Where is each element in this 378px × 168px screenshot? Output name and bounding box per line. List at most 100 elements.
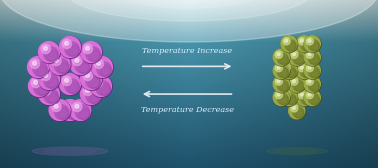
Ellipse shape (81, 69, 101, 89)
Ellipse shape (39, 84, 59, 104)
Ellipse shape (308, 40, 319, 51)
Ellipse shape (43, 46, 48, 50)
Ellipse shape (308, 67, 319, 78)
Ellipse shape (28, 76, 50, 96)
Ellipse shape (48, 51, 58, 61)
Ellipse shape (81, 42, 101, 62)
Ellipse shape (301, 93, 304, 96)
Ellipse shape (285, 39, 288, 43)
Ellipse shape (310, 95, 319, 105)
Ellipse shape (73, 102, 82, 112)
Ellipse shape (59, 37, 81, 57)
Ellipse shape (56, 107, 69, 119)
Ellipse shape (56, 61, 69, 73)
Ellipse shape (296, 36, 313, 52)
Ellipse shape (273, 76, 289, 92)
Ellipse shape (39, 42, 60, 64)
Ellipse shape (43, 88, 48, 92)
Ellipse shape (97, 62, 111, 76)
Ellipse shape (304, 43, 312, 51)
Ellipse shape (280, 56, 288, 65)
Ellipse shape (277, 53, 280, 56)
Ellipse shape (49, 54, 70, 74)
Ellipse shape (306, 51, 313, 58)
Ellipse shape (298, 65, 306, 72)
Ellipse shape (281, 89, 297, 106)
Ellipse shape (86, 47, 100, 61)
Ellipse shape (279, 68, 288, 78)
Ellipse shape (94, 59, 104, 69)
Ellipse shape (311, 43, 319, 51)
Ellipse shape (77, 61, 90, 73)
Ellipse shape (293, 80, 304, 91)
Ellipse shape (296, 56, 304, 65)
Ellipse shape (0, 0, 378, 42)
Ellipse shape (83, 71, 93, 81)
Ellipse shape (54, 105, 69, 119)
Ellipse shape (59, 100, 81, 120)
Ellipse shape (33, 62, 47, 76)
Ellipse shape (308, 80, 311, 83)
Ellipse shape (281, 62, 298, 79)
Ellipse shape (33, 61, 37, 65)
Ellipse shape (38, 85, 48, 95)
Ellipse shape (62, 102, 71, 112)
Ellipse shape (304, 49, 320, 65)
Ellipse shape (69, 83, 79, 93)
Ellipse shape (91, 57, 113, 78)
Ellipse shape (289, 76, 305, 92)
Ellipse shape (43, 73, 48, 77)
Ellipse shape (294, 108, 304, 118)
Ellipse shape (39, 69, 59, 89)
Ellipse shape (99, 64, 111, 76)
Ellipse shape (302, 95, 312, 105)
Ellipse shape (88, 91, 100, 103)
Ellipse shape (296, 83, 304, 91)
Ellipse shape (306, 65, 313, 72)
Ellipse shape (285, 67, 296, 78)
Ellipse shape (289, 103, 305, 120)
Ellipse shape (96, 80, 99, 84)
Ellipse shape (279, 82, 288, 91)
Ellipse shape (293, 53, 304, 65)
Ellipse shape (287, 68, 296, 78)
Ellipse shape (281, 62, 297, 79)
Ellipse shape (277, 53, 288, 65)
Ellipse shape (67, 81, 79, 93)
Ellipse shape (301, 39, 304, 43)
Ellipse shape (285, 93, 296, 105)
Ellipse shape (37, 66, 47, 76)
Ellipse shape (304, 49, 321, 66)
Ellipse shape (287, 41, 296, 51)
Ellipse shape (302, 68, 312, 78)
Ellipse shape (288, 43, 296, 51)
Ellipse shape (65, 79, 79, 93)
Ellipse shape (41, 44, 51, 54)
Ellipse shape (304, 89, 320, 106)
Ellipse shape (283, 38, 290, 45)
Ellipse shape (44, 89, 58, 103)
Ellipse shape (273, 49, 290, 66)
Ellipse shape (291, 78, 298, 85)
Ellipse shape (273, 89, 290, 106)
Ellipse shape (88, 49, 100, 61)
Ellipse shape (279, 95, 288, 105)
Ellipse shape (279, 55, 288, 65)
Ellipse shape (28, 76, 50, 97)
Ellipse shape (59, 100, 81, 121)
Ellipse shape (273, 89, 289, 106)
Ellipse shape (280, 97, 288, 105)
Ellipse shape (39, 42, 59, 62)
Ellipse shape (81, 84, 102, 106)
Ellipse shape (75, 105, 90, 119)
Ellipse shape (67, 44, 79, 56)
Ellipse shape (52, 56, 61, 66)
Ellipse shape (289, 76, 305, 93)
Ellipse shape (59, 63, 69, 73)
Ellipse shape (39, 84, 60, 106)
Ellipse shape (65, 78, 68, 82)
Ellipse shape (277, 80, 280, 83)
Ellipse shape (304, 70, 312, 78)
Ellipse shape (77, 107, 90, 119)
Ellipse shape (304, 89, 321, 106)
